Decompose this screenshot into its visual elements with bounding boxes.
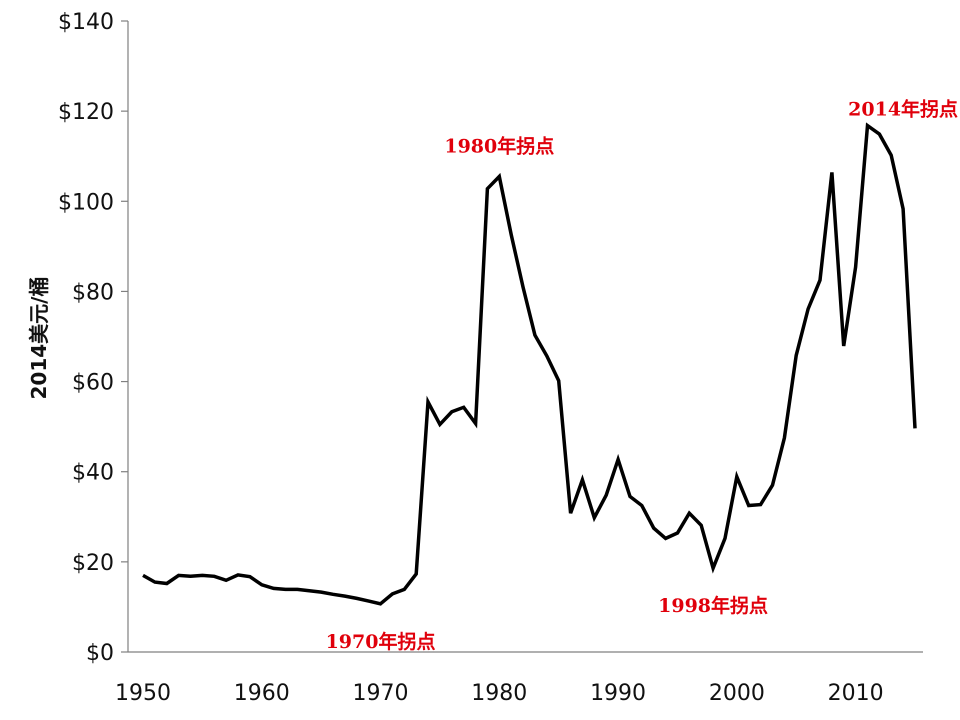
annotation-label: 1970年拐点 [326, 630, 436, 653]
x-tick-label: 1970 [353, 681, 409, 706]
y-tick-label: $0 [86, 641, 114, 666]
series-group [142, 122, 917, 606]
annotations-group: 1970年拐点 1980年拐点 1998年拐点 2014年拐点 [326, 98, 958, 653]
x-tick-label: 1980 [471, 681, 527, 706]
y-tick-label: $20 [72, 551, 114, 576]
y-axis-label: 2014美元/桶 [27, 277, 51, 400]
y-tick-label: $80 [72, 280, 114, 305]
x-tick-label: 1960 [234, 681, 290, 706]
y-tick-label: $140 [58, 10, 114, 35]
annotation-label: 1980年拐点 [444, 134, 554, 157]
x-axis: 1950 1960 1970 1980 1990 2000 2010 [115, 651, 923, 706]
annotation-label: 2014年拐点 [848, 98, 958, 121]
x-tick-label: 1950 [115, 681, 171, 706]
y-axis: $0 $20 $40 $60 $80 $100 $120 $140 [58, 10, 129, 666]
x-tick-label: 1990 [590, 681, 646, 706]
y-tick-label: $120 [58, 100, 114, 125]
y-tick-label: $60 [72, 371, 114, 396]
x-tick-label: 2010 [828, 681, 884, 706]
series-line-0 [142, 122, 917, 606]
y-tick-label: $100 [58, 190, 114, 215]
annotation-label: 1998年拐点 [658, 594, 768, 617]
x-tick-label: 2000 [709, 681, 765, 706]
y-tick-label: $40 [72, 461, 114, 486]
